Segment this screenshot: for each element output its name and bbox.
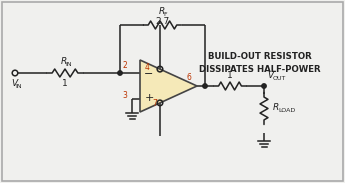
Text: R: R [273, 103, 279, 112]
Text: 3: 3 [122, 91, 127, 100]
Text: R: R [158, 8, 165, 16]
Circle shape [203, 84, 207, 88]
Text: 4: 4 [145, 63, 149, 72]
Text: OUT: OUT [273, 76, 286, 81]
Text: V: V [11, 79, 17, 87]
Polygon shape [140, 60, 197, 112]
Text: 2.7: 2.7 [155, 16, 170, 25]
FancyBboxPatch shape [2, 2, 343, 181]
Text: 2: 2 [122, 61, 127, 70]
Circle shape [118, 71, 122, 75]
Text: 1: 1 [227, 72, 233, 81]
Text: 7: 7 [152, 100, 157, 109]
Text: LOAD: LOAD [278, 108, 295, 113]
Circle shape [262, 84, 266, 88]
Text: F: F [164, 12, 167, 17]
Text: IN: IN [15, 83, 22, 89]
Text: IN: IN [66, 62, 72, 67]
Text: V: V [267, 72, 273, 81]
Text: BUILD-OUT RESISTOR
DISSIPATES HALF-POWER: BUILD-OUT RESISTOR DISSIPATES HALF-POWER [199, 52, 321, 74]
Text: +: + [144, 93, 154, 103]
Text: 1: 1 [62, 79, 68, 89]
Text: R: R [61, 57, 67, 66]
Text: 6: 6 [187, 72, 191, 81]
Text: −: − [144, 69, 154, 79]
